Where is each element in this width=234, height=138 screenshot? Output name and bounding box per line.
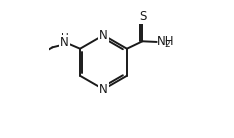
Text: H: H — [61, 33, 68, 43]
Text: 2: 2 — [165, 40, 170, 49]
Text: N: N — [99, 29, 108, 42]
Text: N: N — [99, 83, 108, 96]
Text: S: S — [139, 10, 146, 23]
Text: NH: NH — [157, 35, 175, 48]
Text: N: N — [60, 36, 69, 49]
